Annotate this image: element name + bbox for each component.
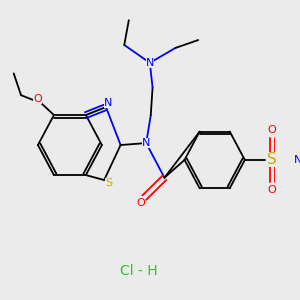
Text: N: N [103,98,112,108]
Text: N: N [142,138,150,148]
Text: S: S [267,152,277,167]
Text: O: O [268,184,277,195]
Text: N: N [294,155,300,165]
Text: O: O [33,94,42,104]
Text: S: S [105,178,112,188]
Text: O: O [268,125,277,135]
Text: N: N [146,58,154,68]
Text: O: O [136,197,145,208]
Text: Cl - H: Cl - H [120,264,157,278]
